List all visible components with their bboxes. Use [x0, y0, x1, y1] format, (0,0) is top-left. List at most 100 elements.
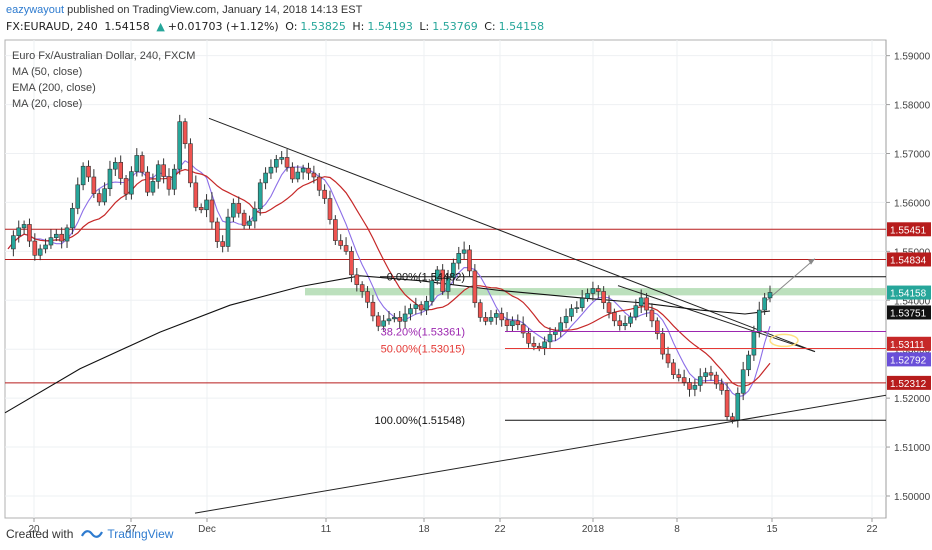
candle-body: [333, 219, 338, 241]
price-label-box: [887, 285, 931, 300]
price-tick-label: 1.57000: [894, 150, 931, 161]
candle-body: [681, 377, 687, 383]
candle-body: [606, 302, 612, 313]
support-zone-rect: [305, 288, 886, 296]
candle-body: [53, 233, 59, 238]
candle-body: [311, 172, 317, 178]
price-label-box: [887, 375, 931, 390]
candle-body: [526, 332, 531, 344]
candle-body: [499, 313, 504, 321]
time-tick-label: Dec: [198, 524, 216, 535]
candle-body: [91, 176, 97, 194]
candle-body: [172, 168, 177, 190]
candle-body: [719, 383, 725, 391]
legend-ma50[interactable]: MA (50, close): [12, 66, 83, 78]
candle-body: [483, 317, 488, 322]
footer: Created with TradingView: [6, 527, 173, 541]
candle-body: [70, 208, 75, 229]
candle-body: [472, 270, 478, 304]
price-tick-label: 1.58000: [894, 101, 931, 112]
candle-body: [375, 315, 381, 327]
chart-legend: Euro Fx/Australian Dollar, 240, FXCM MA …: [12, 48, 195, 112]
candle-body: [75, 184, 81, 209]
open-label: O:: [285, 20, 298, 33]
candle-body: [730, 416, 735, 421]
candle-body: [494, 313, 499, 318]
tradingview-brand[interactable]: TradingView: [107, 527, 174, 541]
candle-body: [43, 244, 48, 250]
price-change: +0.01703 (+1.12%): [167, 20, 279, 33]
fib-label: 0.00%(1.54482): [387, 272, 465, 284]
candle-body: [16, 227, 22, 237]
candle-body: [27, 224, 32, 242]
fib-label: 50.00%(1.53015): [381, 343, 465, 355]
candle-body: [655, 320, 660, 334]
candle-body: [714, 374, 719, 385]
candle-body: [241, 212, 247, 226]
candle-body: [392, 317, 397, 320]
candle-body: [338, 240, 344, 246]
candle-body: [461, 249, 467, 254]
candle-body: [150, 181, 156, 193]
price-label-text: 1.54158: [890, 289, 927, 300]
candle-body: [252, 208, 258, 222]
fib-levels: 0.00%(1.54482) 38.20%(1.53361) 50.00%(1.53…: [374, 272, 886, 427]
candle-body: [477, 302, 483, 318]
trendlines: [194, 117, 887, 514]
candle-body: [520, 324, 526, 334]
highlight-circle: [769, 333, 799, 348]
candle-body: [402, 313, 408, 322]
candle-body: [767, 292, 773, 299]
candle-body: [274, 159, 279, 168]
candle-body: [515, 320, 521, 326]
candle-body: [161, 164, 166, 177]
candle-body: [429, 280, 435, 302]
legend-title: Euro Fx/Australian Dollar, 240, FXCM: [12, 50, 196, 62]
close-value: 1.54158: [498, 20, 545, 33]
candle-body: [257, 182, 263, 210]
candle-body: [268, 166, 274, 174]
candle-body: [102, 188, 107, 203]
candle-body: [107, 168, 113, 190]
high-label: H:: [352, 20, 365, 33]
candle-body: [574, 307, 580, 309]
candle-body: [665, 353, 671, 364]
candle-body: [381, 320, 386, 327]
candle-body: [724, 390, 730, 418]
candle-body: [601, 291, 606, 304]
legend-ma20[interactable]: MA (20, close): [12, 98, 83, 110]
candle-body: [231, 203, 236, 218]
price-tick-label: 1.50000: [894, 492, 931, 503]
up-arrow-icon: ▲: [156, 20, 165, 33]
candle-body: [671, 362, 676, 375]
time-tick-label: 22: [494, 524, 506, 535]
candle-body: [649, 309, 655, 322]
price-label-text: 1.55451: [890, 225, 927, 236]
time-tick-label: 11: [321, 524, 332, 535]
close-label: C:: [484, 20, 496, 33]
candle-body: [354, 274, 360, 285]
candle-body: [139, 155, 145, 173]
candle-body: [123, 178, 129, 195]
time-tick-label: 20: [28, 524, 40, 535]
candle-body: [209, 199, 215, 223]
candle-body: [740, 369, 746, 394]
time-tick-label: 18: [418, 524, 430, 535]
candle-body: [316, 176, 322, 191]
author-link[interactable]: eazywayout: [6, 4, 65, 16]
candle-body: [445, 277, 451, 292]
legend-ema200[interactable]: EMA (200, close): [12, 82, 96, 94]
candle-body: [703, 372, 708, 377]
candle-body: [86, 165, 91, 178]
candle-body: [746, 354, 751, 371]
candle-body: [370, 301, 376, 317]
price-label-box: [887, 352, 931, 367]
candle-body: [612, 312, 617, 322]
candle-body: [434, 269, 440, 282]
candle-body: [644, 297, 649, 311]
time-axis: 20 27 Dec 11 18 22 2018 8 15 22: [28, 518, 878, 535]
candle-body: [188, 143, 193, 184]
candle-body: [80, 165, 86, 186]
time-tick-label: 22: [866, 524, 878, 535]
